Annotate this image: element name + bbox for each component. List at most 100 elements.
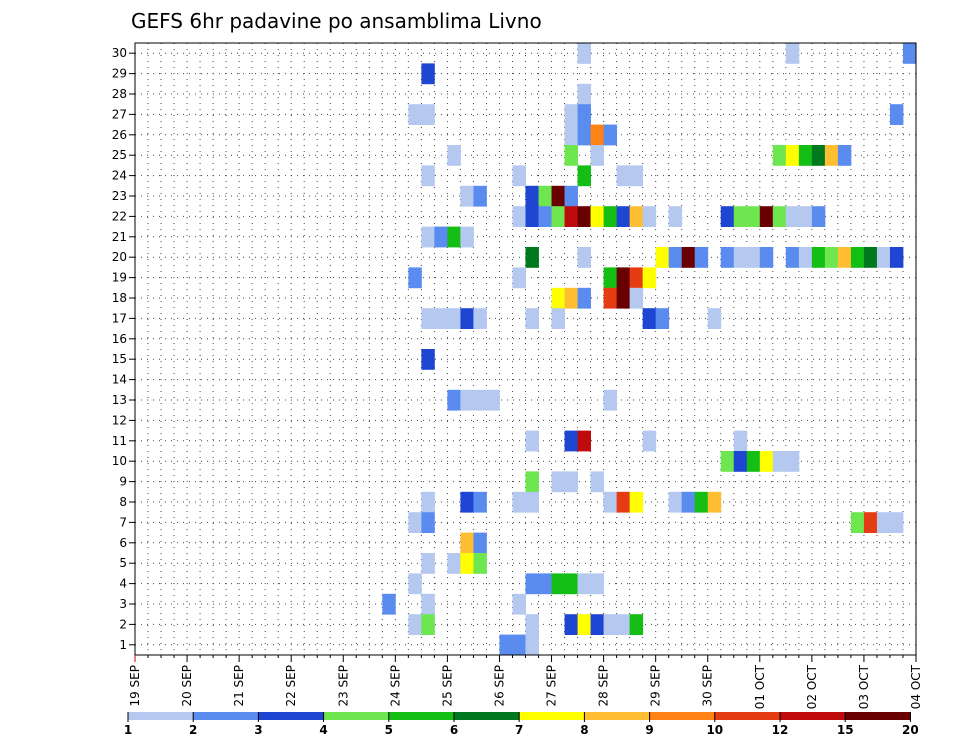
y-tick-label: 5 <box>119 556 127 570</box>
colorbar-label: 5 <box>385 723 393 737</box>
heatmap-cell <box>460 491 474 513</box>
colorbar: 1 2 3 4 5 6 7 8 9 10 12 15 20 <box>124 712 919 737</box>
colorbar-label: 8 <box>580 723 588 737</box>
y-tick-label: 10 <box>112 454 127 468</box>
heatmap-cell <box>824 247 839 268</box>
heatmap-cell <box>434 308 448 329</box>
y-tick-label: 12 <box>112 413 127 427</box>
heatmap-cell <box>902 43 917 64</box>
heatmap-cell <box>460 185 474 207</box>
x-tick-label: 21 SEP <box>232 665 246 707</box>
heatmap-cell <box>681 247 696 268</box>
heatmap-cell <box>590 124 604 146</box>
heatmap-cell <box>577 165 591 187</box>
heatmap-cell <box>603 206 618 227</box>
y-tick-label: 11 <box>112 434 127 448</box>
heatmap-cell <box>863 247 878 268</box>
colorbar-label: 3 <box>254 723 262 737</box>
heatmap-cell <box>876 247 891 268</box>
y-tick-label: 23 <box>112 189 127 203</box>
heatmap-cell <box>616 287 631 309</box>
heatmap-cell <box>512 634 526 656</box>
heatmap-cell <box>564 124 578 146</box>
heatmap-cell <box>603 287 618 309</box>
y-tick-label: 29 <box>112 67 127 81</box>
x-tick-label: 24 SEP <box>388 665 402 707</box>
heatmap-cell <box>460 389 474 411</box>
heatmap-cell <box>538 185 552 207</box>
colorbar-label: 20 <box>902 723 919 737</box>
colorbar-label: 9 <box>645 723 653 737</box>
heatmap-cells <box>382 43 917 656</box>
heatmap-cell <box>616 614 631 635</box>
colorbar-segment <box>388 712 455 720</box>
x-tick-label: 30 SEP <box>701 665 715 707</box>
heatmap-cell <box>408 512 422 533</box>
heatmap-cell <box>408 573 422 595</box>
heatmap-cell <box>421 63 435 85</box>
heatmap-cell <box>512 267 526 289</box>
colorbar-segment <box>845 712 911 720</box>
colorbar-segment <box>258 712 325 720</box>
heatmap-cell <box>421 308 435 329</box>
heatmap-cell <box>707 491 722 513</box>
y-tick-label: 19 <box>112 271 127 285</box>
heatmap-cell <box>837 145 852 166</box>
heatmap-cell <box>382 593 396 615</box>
colorbar-segment <box>649 712 716 720</box>
heatmap-cell <box>564 185 578 207</box>
heatmap-cell <box>525 308 539 329</box>
heatmap-cell <box>421 165 435 187</box>
heatmap-cell <box>525 247 539 268</box>
heatmap-cell <box>538 206 552 227</box>
heatmap-cell <box>720 451 735 472</box>
x-tick-label: 19 SEP <box>128 665 142 707</box>
colorbar-segment <box>519 712 585 720</box>
heatmap-cell <box>538 573 552 595</box>
heatmap-cell <box>577 124 591 146</box>
heatmap-cell <box>473 491 487 513</box>
heatmap-cell <box>421 614 435 635</box>
colorbar-label: 12 <box>772 723 789 737</box>
chart-title: GEFS 6hr padavine po ansamblima Livno <box>131 9 542 33</box>
heatmap-cell <box>551 206 565 227</box>
heatmap-cell <box>460 553 474 574</box>
heatmap-cell <box>889 512 904 533</box>
heatmap-cell <box>616 267 631 289</box>
heatmap-cell <box>759 206 774 227</box>
heatmap-cell <box>798 206 813 227</box>
heatmap-cell <box>733 247 748 268</box>
heatmap-cell <box>525 634 539 656</box>
heatmap-cell <box>629 287 644 309</box>
heatmap-cell <box>759 451 774 472</box>
x-tick-label: 26 SEP <box>492 665 506 707</box>
y-tick-label: 9 <box>119 475 127 489</box>
heatmap-cell <box>564 614 578 635</box>
heatmap-cell <box>629 165 644 187</box>
heatmap-cell <box>564 573 578 595</box>
heatmap-cell <box>473 308 487 329</box>
heatmap-cell <box>590 206 604 227</box>
y-tick-label: 25 <box>112 148 127 162</box>
heatmap-cell <box>785 43 800 64</box>
heatmap-cell <box>694 247 709 268</box>
x-axis-ticks: 19 SEP 20 SEP 21 SEP 22 SEP 23 SEP 24 SEP 25 S… <box>128 655 923 709</box>
heatmap-cell <box>642 430 657 452</box>
heatmap-cell <box>616 491 631 513</box>
heatmap-cell <box>421 593 435 615</box>
colorbar-label: 4 <box>319 723 327 737</box>
heatmap-cell <box>785 451 800 472</box>
y-tick-label: 16 <box>112 332 127 346</box>
heatmap-cell <box>408 104 422 125</box>
heatmap-cell <box>577 206 591 227</box>
heatmap-cell <box>772 451 787 472</box>
heatmap-cell <box>850 512 865 533</box>
heatmap-cell <box>525 185 539 207</box>
colorbar-segment <box>193 712 259 720</box>
heatmap-cell <box>551 308 565 329</box>
grid-lines <box>135 43 916 655</box>
heatmap-cell <box>564 471 578 493</box>
x-tick-label: 03 OCT <box>857 664 871 709</box>
heatmap-cell <box>525 614 539 635</box>
